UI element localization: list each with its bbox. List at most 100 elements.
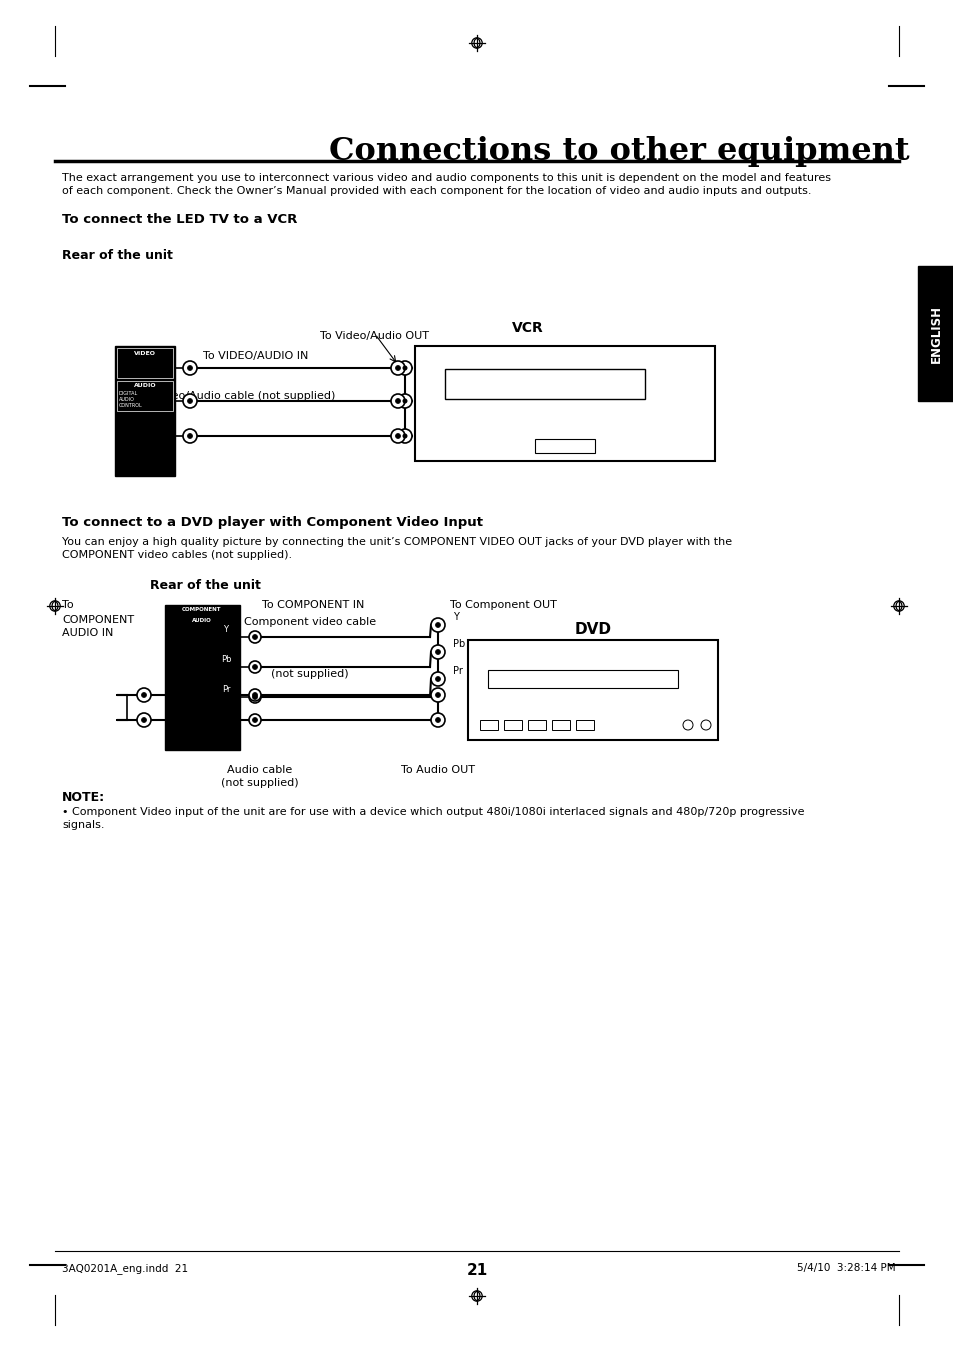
Text: 21: 21 [466,1263,487,1278]
Circle shape [431,644,444,659]
Text: Rear of the unit: Rear of the unit [62,249,172,262]
Bar [415,346,714,461]
Circle shape [397,430,412,443]
Text: AUDIO: AUDIO [192,617,212,623]
Circle shape [682,720,692,730]
Text: DIGITAL: DIGITAL [119,390,138,396]
Circle shape [249,689,261,701]
Text: Pr: Pr [453,666,462,676]
Text: AUDIO: AUDIO [133,382,156,388]
Circle shape [395,399,400,404]
Text: Pb: Pb [220,655,231,663]
Bar [479,720,497,730]
Text: (not supplied): (not supplied) [221,778,298,788]
Text: COMPONENT: COMPONENT [62,615,134,626]
Text: Pr: Pr [221,685,230,694]
Text: ENGLISH: ENGLISH [928,305,942,363]
Bar [917,266,953,401]
Text: VCR: VCR [512,322,543,335]
Text: VIDEO: VIDEO [133,351,156,357]
Bar [165,605,240,750]
Circle shape [249,631,261,643]
Circle shape [141,693,147,697]
Bar [444,369,644,399]
Text: Y: Y [453,612,458,621]
Circle shape [431,617,444,632]
Circle shape [435,623,440,627]
Circle shape [435,717,440,723]
Bar [576,720,594,730]
Circle shape [253,665,257,670]
Circle shape [397,361,412,376]
Bar [468,640,718,740]
Text: Component video cable: Component video cable [244,617,375,627]
Circle shape [435,693,440,697]
Text: To Audio OUT: To Audio OUT [400,765,475,775]
Circle shape [435,650,440,654]
Circle shape [391,361,405,376]
Circle shape [431,671,444,686]
Bar [117,381,172,411]
Text: NOTE:: NOTE: [62,790,105,804]
Circle shape [402,434,407,439]
Circle shape [391,430,405,443]
Circle shape [253,717,257,723]
Circle shape [397,394,412,408]
Text: Rear of the unit: Rear of the unit [150,580,260,592]
Bar [117,349,172,378]
Bar [115,346,174,476]
Text: Audio cable: Audio cable [227,765,293,775]
Circle shape [183,394,196,408]
Text: To connect to a DVD player with Component Video Input: To connect to a DVD player with Componen… [62,516,482,530]
Bar [503,720,521,730]
Bar [552,720,569,730]
Text: 5/4/10  3:28:14 PM: 5/4/10 3:28:14 PM [797,1263,895,1273]
Text: • Component Video input of the unit are for use with a device which output 480i/: • Component Video input of the unit are … [62,807,803,831]
Text: To: To [62,600,73,611]
Circle shape [395,434,400,439]
Text: DVD: DVD [574,621,611,638]
Circle shape [395,366,400,370]
Text: COMPONENT: COMPONENT [182,607,221,612]
Circle shape [249,713,261,725]
Circle shape [249,661,261,673]
Circle shape [188,366,193,370]
Text: You can enjoy a high quality picture by connecting the unit’s COMPONENT VIDEO OU: You can enjoy a high quality picture by … [62,536,731,561]
Text: Y: Y [223,626,229,634]
Circle shape [700,720,710,730]
Circle shape [137,713,151,727]
Text: Connections to other equipment: Connections to other equipment [329,136,909,168]
Circle shape [431,713,444,727]
Text: Pb: Pb [453,639,465,648]
Circle shape [253,635,257,639]
Bar [535,439,595,453]
Text: To VIDEO/AUDIO IN: To VIDEO/AUDIO IN [203,351,308,361]
Circle shape [391,394,405,408]
Circle shape [253,693,257,697]
Circle shape [183,430,196,443]
Text: The exact arrangement you use to interconnect various video and audio components: The exact arrangement you use to interco… [62,173,830,196]
Text: 3AQ0201A_eng.indd  21: 3AQ0201A_eng.indd 21 [62,1263,188,1274]
Circle shape [249,690,261,703]
Circle shape [137,688,151,703]
Circle shape [435,677,440,681]
Text: (not supplied): (not supplied) [271,669,349,680]
Circle shape [402,366,407,370]
Circle shape [431,688,444,703]
Bar [527,720,545,730]
Text: CONTROL: CONTROL [119,403,143,408]
Text: To COMPONENT IN: To COMPONENT IN [262,600,364,611]
Circle shape [141,717,147,723]
Text: AUDIO IN: AUDIO IN [62,628,113,638]
Text: Video/Audio cable (not supplied): Video/Audio cable (not supplied) [154,390,335,401]
Circle shape [402,399,407,404]
Text: AUDIO: AUDIO [119,397,134,403]
Circle shape [183,361,196,376]
Text: To connect the LED TV to a VCR: To connect the LED TV to a VCR [62,213,297,226]
Circle shape [188,399,193,404]
Bar [488,670,678,688]
Circle shape [253,694,257,700]
Text: To Video/Audio OUT: To Video/Audio OUT [319,331,429,340]
Text: To Component OUT: To Component OUT [450,600,557,611]
Circle shape [188,434,193,439]
